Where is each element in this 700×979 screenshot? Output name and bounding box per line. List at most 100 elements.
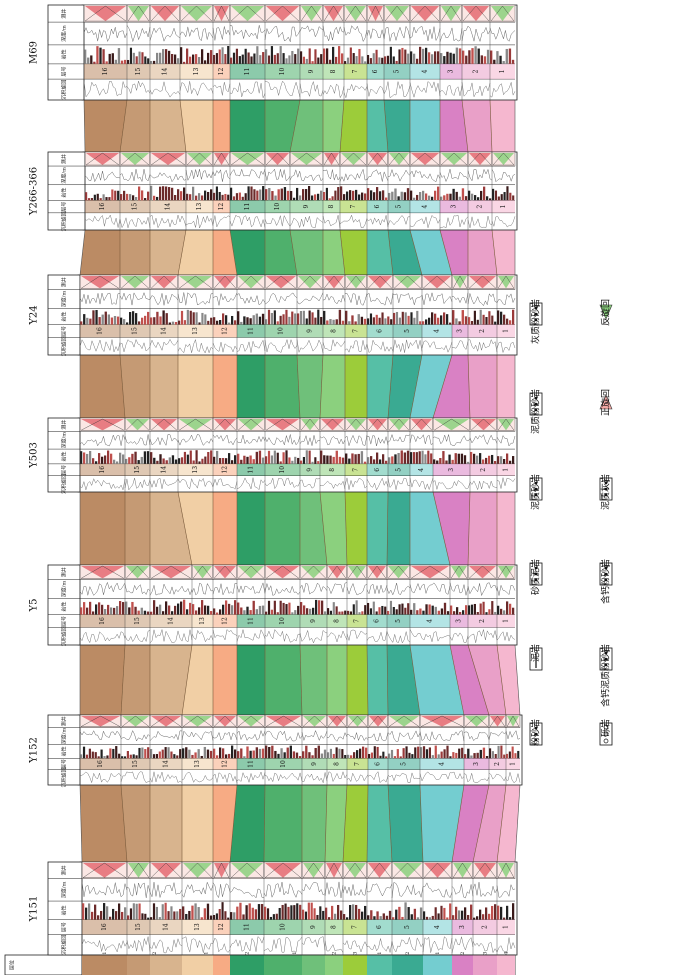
lithology-bar — [422, 190, 425, 201]
lithology-bar — [147, 58, 150, 64]
lithology-bar — [323, 310, 326, 325]
lithology-bar — [404, 49, 407, 64]
lithology-bar — [252, 459, 255, 464]
lithology-bar — [109, 748, 112, 759]
lithology-bar — [497, 196, 500, 201]
correlation-line — [79, 229, 86, 276]
coarsening-up-icon — [465, 716, 488, 727]
coarsening-up-icon — [498, 276, 514, 289]
lithology-bar — [479, 603, 482, 615]
layer-cell: 4 — [422, 861, 453, 955]
lithology-bar — [253, 189, 256, 201]
lithology-bar — [135, 903, 138, 920]
correlation-band-2 — [468, 355, 497, 418]
lithology-bar — [398, 906, 401, 920]
layer-cell: 9 — [299, 4, 324, 100]
correlation-band-7 — [345, 355, 367, 418]
lithology-bar — [183, 61, 186, 64]
coarsening-up-icon — [491, 6, 514, 22]
coarsening-up-icon — [126, 419, 149, 431]
lithology-bar — [335, 606, 338, 615]
correlation-line — [119, 354, 126, 419]
correlation-band-7 — [343, 785, 368, 862]
lithology-bar — [228, 753, 231, 759]
lithology-bar — [458, 910, 461, 920]
layer-number: 2 — [494, 762, 501, 766]
lithology-bar — [338, 611, 341, 615]
lithology-bar — [500, 311, 503, 325]
correlation-band-11 — [230, 230, 265, 275]
layer-number: 2 — [479, 619, 486, 623]
lithology-bar — [221, 47, 224, 64]
correlation-line — [489, 99, 493, 153]
lithology-bar — [126, 322, 129, 325]
lithology-bar — [216, 320, 219, 325]
lithology-bar — [153, 195, 156, 201]
lithology-bar — [110, 317, 114, 325]
well-name: Y5 — [29, 599, 40, 613]
lithology-bar — [485, 457, 488, 464]
lithology-bar — [117, 48, 121, 64]
lithology-bar — [144, 315, 147, 325]
layer-cell: 16 — [84, 151, 121, 230]
layer-cell: 8 — [322, 274, 346, 355]
coarsening-up-icon — [341, 153, 366, 166]
lithology-bar — [497, 456, 500, 464]
fining-up-icon — [266, 716, 301, 727]
lithology-bar — [88, 748, 91, 759]
lithology-bar — [279, 461, 282, 464]
fining-up-icon — [471, 419, 496, 431]
lithology-bar — [270, 312, 273, 325]
correlation-band-9 — [297, 355, 323, 418]
lithology-bar — [281, 904, 284, 920]
layer-cell: 11 — [229, 861, 265, 955]
layer-number: 9 — [310, 619, 317, 623]
layer-number: 1 — [500, 205, 507, 209]
layer-number: 3 — [459, 925, 466, 929]
lithology-bar — [188, 910, 191, 920]
lithology-bar — [391, 191, 394, 201]
layer-number: 9 — [308, 69, 315, 73]
lithology-bar — [88, 903, 91, 920]
lithology-bar — [231, 605, 234, 615]
lithology-bar — [353, 752, 356, 759]
lithology-bar — [245, 905, 248, 920]
lithology-bar — [167, 747, 170, 759]
lithology-bar — [488, 609, 491, 615]
lithology-bar — [309, 608, 312, 615]
lithology-bar — [237, 751, 240, 759]
layer-number: 15 — [132, 327, 139, 335]
lithology-bar — [269, 916, 273, 920]
lithology-bar — [108, 53, 111, 64]
fining-up-icon — [83, 863, 126, 878]
coarsening-up-icon — [346, 276, 366, 289]
layer-cell: 11 — [229, 4, 266, 100]
lithology-bar — [364, 61, 367, 64]
lithology-bar — [431, 54, 434, 64]
layer-number: 5 — [404, 925, 411, 929]
lithology-bar — [403, 452, 407, 464]
lithology-bar — [164, 747, 167, 759]
left-band-7 — [343, 955, 367, 975]
lithology-bar — [159, 604, 162, 615]
column-header: 深度/m — [61, 167, 68, 184]
coarsening-up-icon — [179, 419, 212, 431]
correlation-band-9 — [300, 645, 327, 715]
coarsening-up-icon — [303, 716, 326, 727]
fining-up-icon — [469, 153, 491, 166]
lithology-bar — [473, 310, 476, 325]
correlation-band-9 — [300, 492, 327, 565]
legend-item-coarsening-up: 反旋回 — [600, 299, 613, 326]
lithology-bar — [509, 917, 512, 920]
lithology-bar — [218, 191, 221, 201]
lithology-bar — [496, 51, 499, 64]
layer-number: 3 — [448, 468, 455, 472]
layer-number: 11 — [248, 617, 255, 625]
correlation-line — [366, 644, 369, 716]
lithology-bar — [489, 748, 492, 759]
correlation-band-8 — [323, 230, 345, 275]
lithology-bar — [491, 315, 494, 325]
column-header: 测井 — [61, 154, 68, 164]
fining-up-icon — [324, 153, 339, 166]
